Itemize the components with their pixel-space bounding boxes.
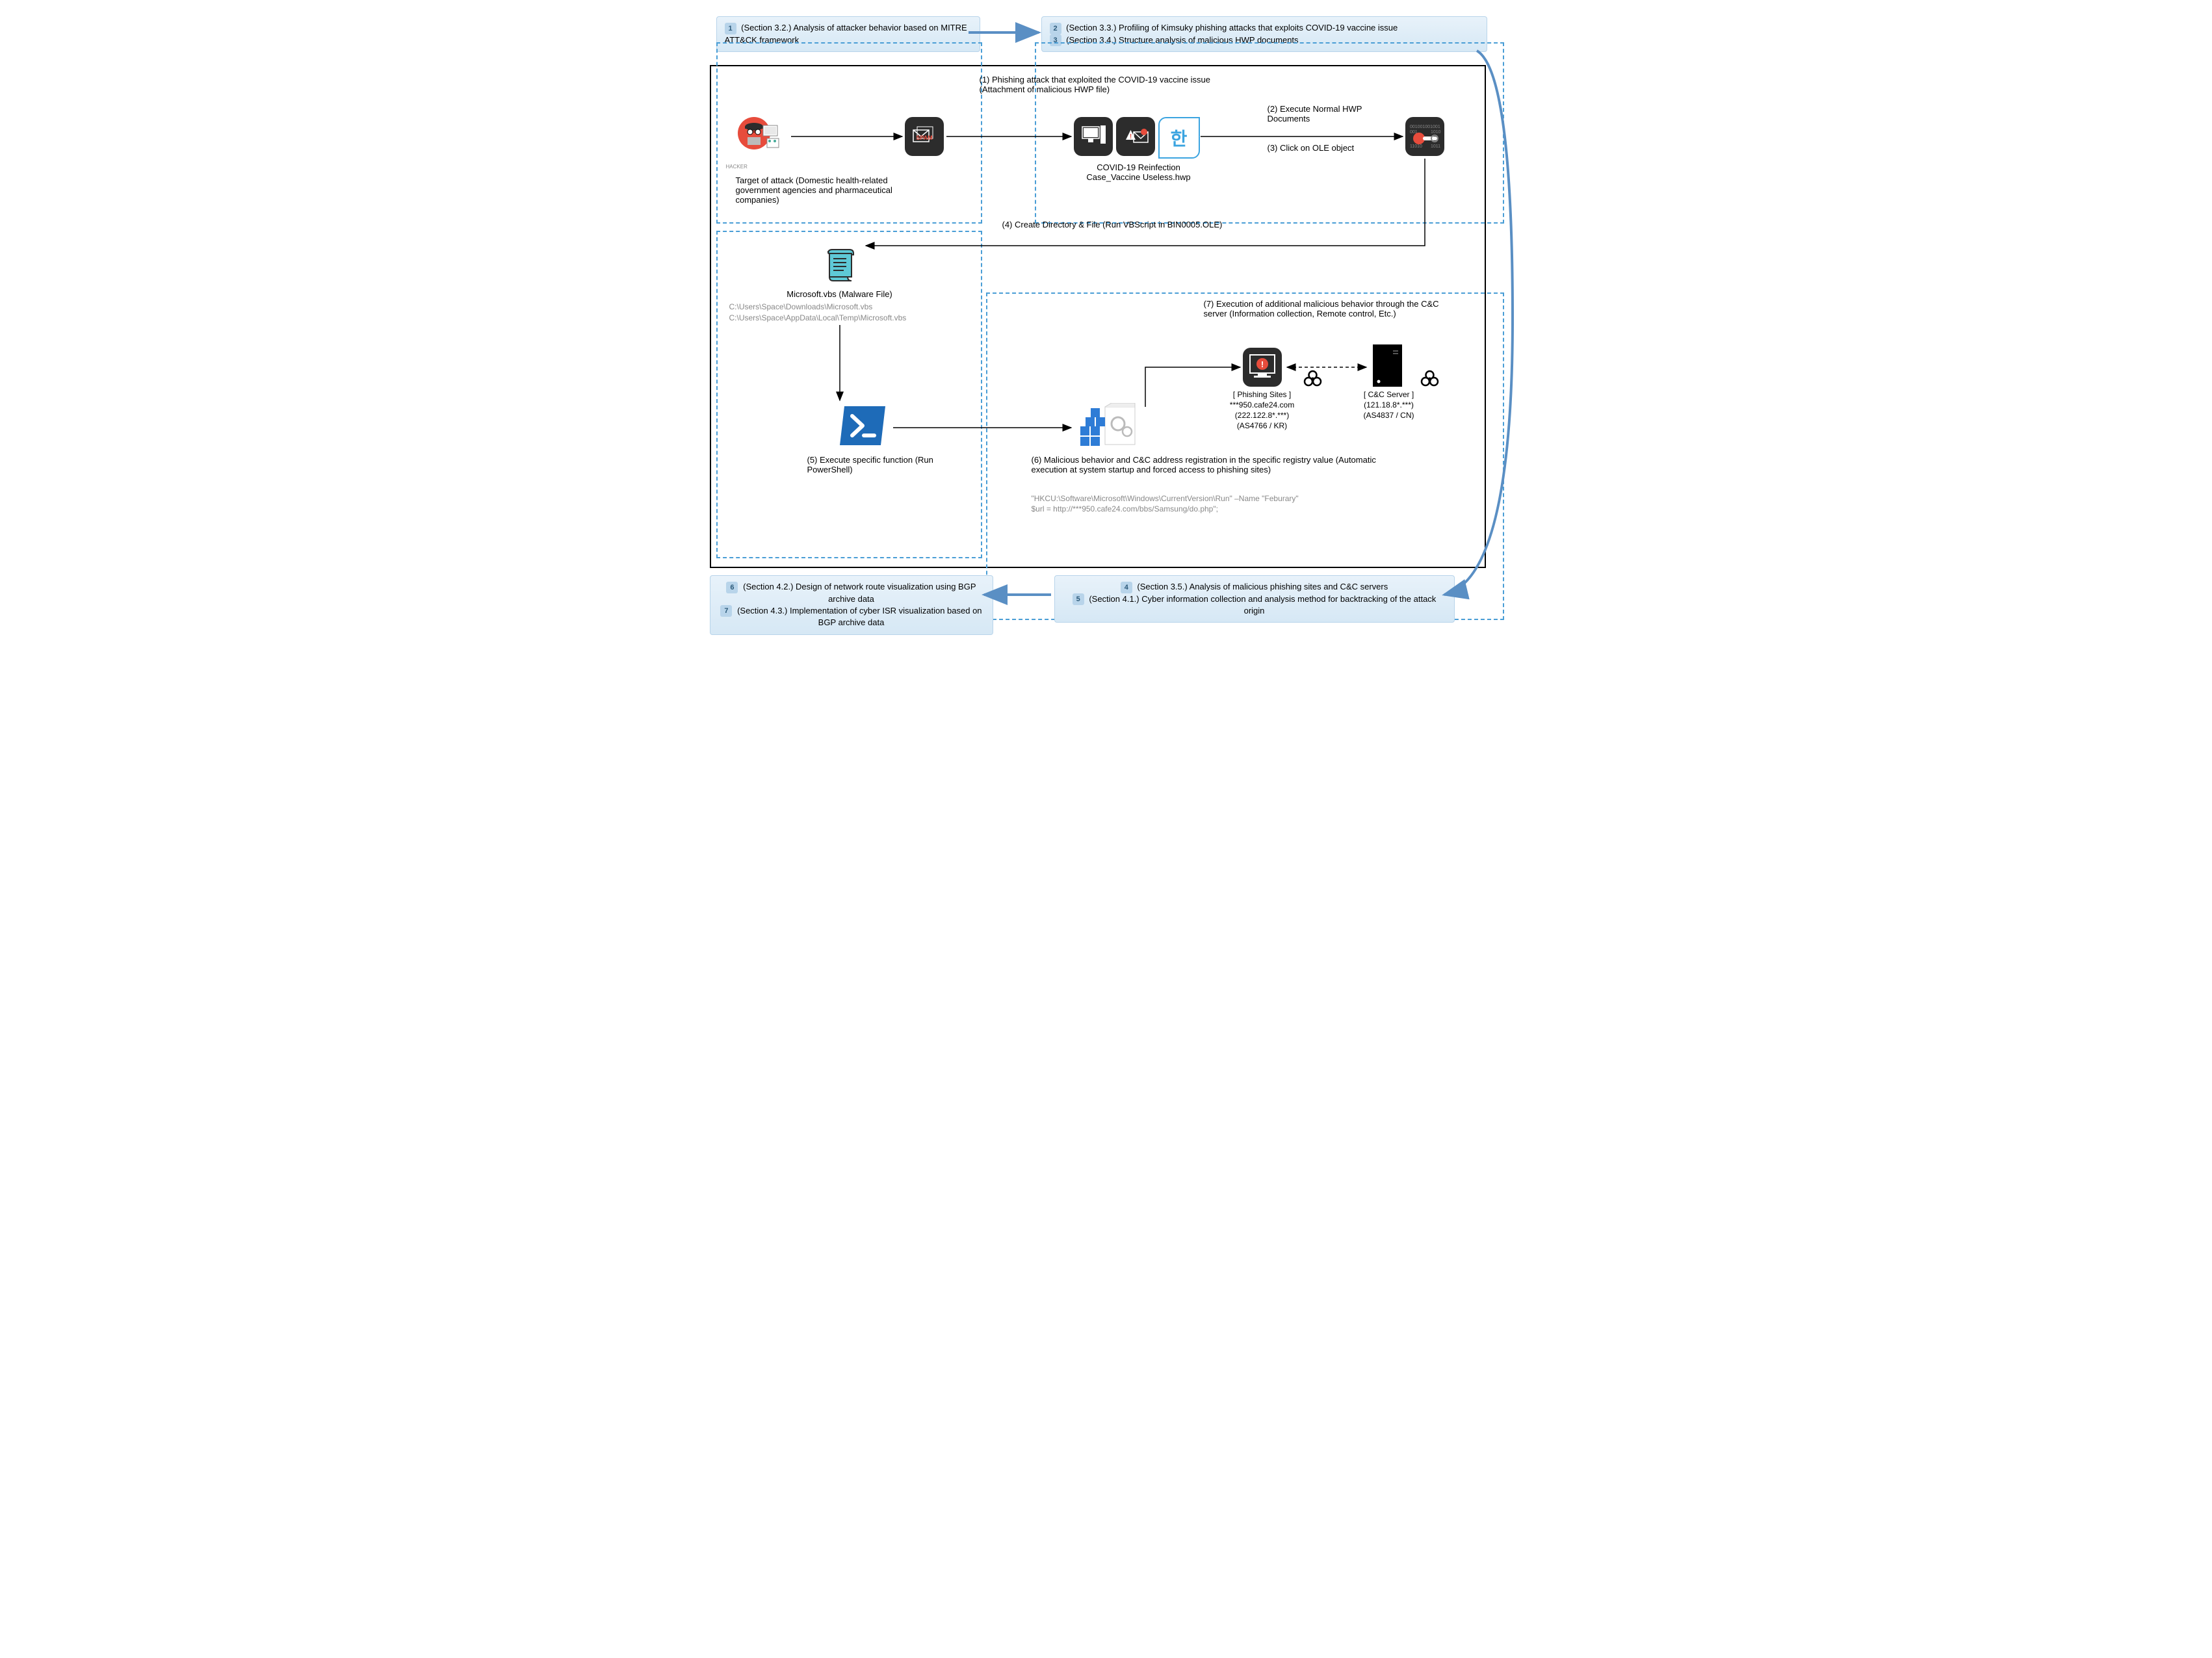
phishing-title: [ Phishing Sites ]: [1217, 390, 1308, 399]
header-2a-text: (Section 3.3.) Profiling of Kimsuky phis…: [1066, 23, 1398, 32]
cc-title: [ C&C Server ]: [1344, 390, 1435, 399]
binary-icon: 001001001001 001 1010 11010 1011: [1405, 117, 1444, 156]
header-1-text: (Section 3.2.) Analysis of attacker beha…: [725, 23, 967, 45]
warning-mail-icon: !: [1116, 117, 1155, 156]
hwp-icon: 한: [1158, 117, 1200, 159]
step-7-label: (7) Execution of additional malicious be…: [1204, 299, 1451, 318]
step-2-label: (2) Execute Normal HWP Documents: [1268, 104, 1385, 123]
svg-text:!: !: [1260, 359, 1263, 369]
phishing-monitor-icon: !: [1243, 348, 1282, 387]
phishing-host: ***950.cafe24.com: [1217, 400, 1308, 409]
biohazard-icon-1: [1301, 367, 1324, 390]
malware-title: Microsoft.vbs (Malware File): [775, 289, 905, 299]
header-box-3: 4 (Section 3.5.) Analysis of malicious p…: [1054, 575, 1455, 623]
registry-cmd2: $url = http://***950.cafe24.com/bbs/Sams…: [1032, 504, 1422, 513]
malware-path1: C:\Users\Space\Downloads\Microsoft.vbs: [729, 302, 976, 311]
cc-server-icon: [1370, 341, 1405, 390]
badge-5: 5: [1073, 593, 1084, 605]
target-label: Target of attack (Domestic health-relate…: [736, 175, 918, 205]
badge-7: 7: [720, 605, 732, 617]
hacker-icon: [736, 114, 781, 159]
badge-6: 6: [726, 582, 738, 593]
header-3a-text: (Section 3.5.) Analysis of malicious phi…: [1137, 582, 1388, 591]
covid-file-label: COVID-19 Reinfection Case_Vaccine Useles…: [1074, 162, 1204, 182]
step-4-label: (4) Create Directory & File (Run VBScrip…: [1002, 220, 1262, 229]
header-box-4: 6 (Section 4.2.) Design of network route…: [710, 575, 993, 635]
svg-text:1010: 1010: [1431, 130, 1441, 135]
svg-text:1011: 1011: [1431, 144, 1440, 149]
registry-cmd1: "HKCU:\Software\Microsoft\Windows\Curren…: [1032, 494, 1422, 503]
badge-1: 1: [725, 23, 736, 34]
step-6-label: (6) Malicious behavior and C&C address r…: [1032, 455, 1396, 474]
svg-text:001001001001: 001001001001: [1410, 125, 1440, 129]
spam-icon: SPAM: [905, 117, 944, 156]
header-4b-text: (Section 4.3.) Implementation of cyber I…: [737, 606, 982, 628]
badge-2: 2: [1050, 23, 1061, 34]
step-3-label: (3) Click on OLE object: [1268, 143, 1385, 153]
svg-text:SPAM: SPAM: [916, 135, 932, 141]
registry-icon: [1074, 403, 1139, 448]
hacker-label: HACKER: [726, 164, 748, 170]
malware-path2: C:\Users\Space\AppData\Local\Temp\Micros…: [729, 313, 976, 322]
cc-ip: (121.18.8*.***): [1344, 400, 1435, 409]
scroll-icon: [820, 247, 859, 286]
biohazard-icon-2: [1418, 367, 1441, 390]
desktop-icon: [1074, 117, 1113, 156]
phishing-as: (AS4766 / KR): [1217, 421, 1308, 430]
powershell-icon: [837, 403, 889, 448]
badge-4: 4: [1121, 582, 1132, 593]
header-3b-text: (Section 4.1.) Cyber information collect…: [1089, 594, 1436, 616]
step-5-label: (5) Execute specific function (Run Power…: [807, 455, 937, 474]
header-4a-text: (Section 4.2.) Design of network route v…: [743, 582, 976, 604]
cc-as: (AS4837 / CN): [1344, 411, 1435, 420]
step-1-label: (1) Phishing attack that exploited the C…: [980, 75, 1253, 94]
diagram-canvas: 1 (Section 3.2.) Analysis of attacker be…: [690, 13, 1522, 637]
phishing-ip: (222.122.8*.***): [1217, 411, 1308, 420]
svg-text:!: !: [1129, 133, 1131, 140]
svg-text:11010: 11010: [1410, 144, 1422, 149]
